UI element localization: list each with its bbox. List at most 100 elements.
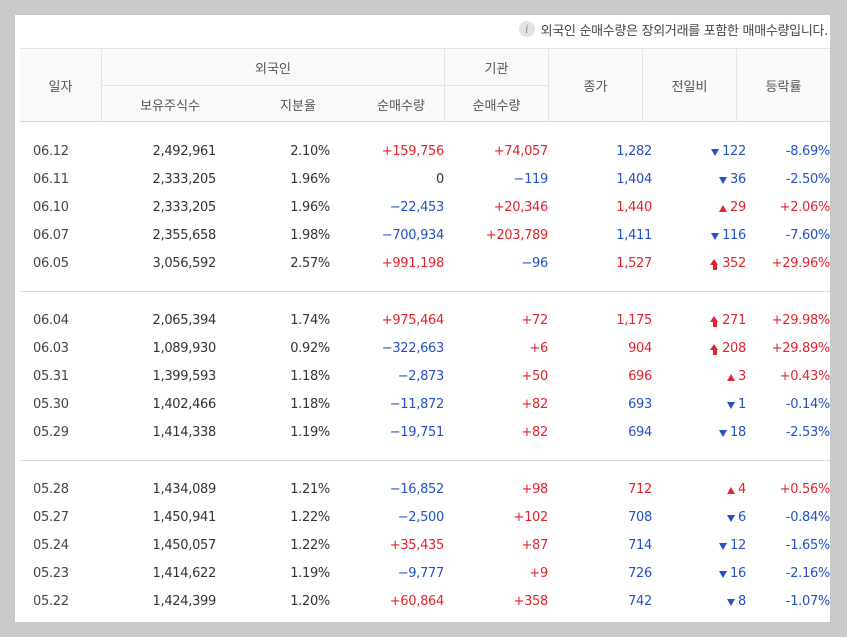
institution-net-cell: +74,057 bbox=[493, 144, 549, 159]
close-cell: 1,175 bbox=[616, 313, 652, 328]
rate-cell: -2.16% bbox=[785, 566, 830, 581]
change-cell: 1 bbox=[727, 391, 746, 419]
triangle-down-icon bbox=[711, 148, 720, 156]
institution-net-cell: −119 bbox=[513, 172, 548, 187]
foreign-net-cell: +991,198 bbox=[381, 256, 445, 271]
date-cell: 05.22 bbox=[33, 594, 69, 609]
date-cell: 06.10 bbox=[33, 200, 69, 215]
foreign-net-cell: −9,777 bbox=[397, 566, 445, 581]
close-cell: 693 bbox=[628, 397, 652, 412]
change-cell: 36 bbox=[719, 166, 746, 194]
holdings-cell: 2,333,205 bbox=[152, 172, 217, 187]
table-row: 06.10 2,333,205 1.96% −22,453 +20,346 1,440 +2… bbox=[20, 194, 830, 222]
change-value: 18 bbox=[730, 425, 746, 440]
date-cell: 06.04 bbox=[33, 313, 69, 328]
date-cell: 05.31 bbox=[33, 369, 69, 384]
header-close: 종가 bbox=[583, 80, 608, 95]
institution-net-cell: +102 bbox=[513, 510, 548, 525]
rate-cell: -1.65% bbox=[785, 538, 830, 553]
group-divider bbox=[20, 460, 830, 461]
table-row: 05.22 1,424,399 1.20% +60,864 +358 742 -1.07% 8 bbox=[20, 588, 830, 616]
table-row: 06.12 2,492,961 2.10% +159,756 +74,057 1,282 -… bbox=[20, 138, 830, 166]
header-holdings: 보유주식수 bbox=[140, 98, 200, 114]
close-cell: 712 bbox=[628, 482, 652, 497]
change-value: 3 bbox=[738, 369, 746, 384]
date-cell: 06.05 bbox=[33, 256, 69, 271]
close-cell: 1,527 bbox=[616, 256, 652, 271]
holdings-cell: 1,450,057 bbox=[152, 538, 217, 553]
ratio-cell: 1.96% bbox=[290, 200, 330, 215]
upper-limit-arrow-icon bbox=[710, 315, 719, 327]
rate-cell: +29.89% bbox=[771, 341, 830, 356]
change-cell: 12 bbox=[719, 532, 746, 560]
change-value: 116 bbox=[722, 228, 746, 243]
triangle-up-icon bbox=[727, 486, 736, 494]
triangle-up-icon bbox=[719, 204, 728, 212]
ratio-cell: 1.19% bbox=[290, 566, 330, 581]
triangle-down-icon bbox=[711, 232, 720, 240]
table-row: 05.23 1,414,622 1.19% −9,777 +9 726 -2.16% 16 bbox=[20, 560, 830, 588]
close-cell: 1,411 bbox=[616, 228, 652, 243]
date-cell: 05.23 bbox=[33, 566, 69, 581]
holdings-cell: 1,089,930 bbox=[152, 341, 217, 356]
table-header: 일자 외국인 기관 보유주식수 지분율 순매수량 순매수량 종가 전일비 등락률 bbox=[20, 48, 830, 122]
change-cell: 4 bbox=[727, 476, 746, 504]
change-cell: 352 bbox=[710, 250, 746, 278]
ratio-cell: 2.10% bbox=[290, 144, 330, 159]
close-cell: 714 bbox=[628, 538, 652, 553]
institution-net-cell: +358 bbox=[513, 594, 548, 609]
close-cell: 696 bbox=[628, 369, 652, 384]
institution-net-cell: +87 bbox=[521, 538, 548, 553]
institution-net-cell: +72 bbox=[521, 313, 548, 328]
rate-cell: +29.98% bbox=[771, 313, 830, 328]
table-row: 05.27 1,450,941 1.22% −2,500 +102 708 -0.84% 6 bbox=[20, 504, 830, 532]
change-cell: 3 bbox=[727, 363, 746, 391]
institution-net-cell: +50 bbox=[521, 369, 548, 384]
change-cell: 18 bbox=[719, 419, 746, 447]
group-divider bbox=[20, 291, 830, 292]
change-cell: 6 bbox=[727, 504, 746, 532]
close-cell: 694 bbox=[628, 425, 652, 440]
rate-cell: -7.60% bbox=[785, 228, 830, 243]
change-value: 12 bbox=[730, 538, 746, 553]
holdings-cell: 2,065,394 bbox=[152, 313, 217, 328]
table-row: 05.24 1,450,057 1.22% +35,435 +87 714 -1.65% 12 bbox=[20, 532, 830, 560]
table-row: 05.31 1,399,593 1.18% −2,873 +50 696 +0.43% 3 bbox=[20, 363, 830, 391]
institution-net-cell: +9 bbox=[529, 566, 548, 581]
close-cell: 726 bbox=[628, 566, 652, 581]
ratio-cell: 1.20% bbox=[290, 594, 330, 609]
notice-text: 외국인 순매수량은 장외거래를 포함한 매매수량입니다. bbox=[540, 23, 829, 39]
change-cell: 208 bbox=[710, 335, 746, 363]
header-change: 전일비 bbox=[671, 80, 708, 95]
ratio-cell: 1.98% bbox=[290, 228, 330, 243]
ratio-cell: 1.19% bbox=[290, 425, 330, 440]
date-cell: 06.03 bbox=[33, 341, 69, 356]
header-institution-net: 순매수량 bbox=[472, 98, 521, 114]
ratio-cell: 1.96% bbox=[290, 172, 330, 187]
header-foreign: 외국인 bbox=[255, 61, 291, 77]
date-cell: 05.27 bbox=[33, 510, 69, 525]
foreign-net-cell: +975,464 bbox=[381, 313, 445, 328]
change-cell: 116 bbox=[711, 222, 746, 250]
triangle-down-icon bbox=[719, 176, 728, 184]
institution-net-cell: +203,789 bbox=[485, 228, 549, 243]
change-value: 8 bbox=[738, 594, 746, 609]
change-value: 36 bbox=[730, 172, 746, 187]
close-cell: 1,440 bbox=[616, 200, 652, 215]
date-cell: 06.12 bbox=[33, 144, 69, 159]
date-cell: 05.24 bbox=[33, 538, 69, 553]
foreign-net-cell: −11,872 bbox=[389, 397, 445, 412]
header-ratio: 지분율 bbox=[280, 98, 316, 114]
upper-limit-arrow-icon bbox=[710, 258, 719, 270]
ratio-cell: 1.74% bbox=[290, 313, 330, 328]
holdings-cell: 1,399,593 bbox=[152, 369, 217, 384]
header-date: 일자 bbox=[48, 80, 73, 95]
holdings-cell: 1,424,399 bbox=[152, 594, 217, 609]
date-cell: 05.29 bbox=[33, 425, 69, 440]
table-row: 05.30 1,402,466 1.18% −11,872 +82 693 -0.14% 1 bbox=[20, 391, 830, 419]
date-cell: 05.28 bbox=[33, 482, 69, 497]
foreign-net-cell: +35,435 bbox=[389, 538, 445, 553]
foreign-net-cell: −700,934 bbox=[381, 228, 445, 243]
change-value: 4 bbox=[738, 482, 746, 497]
investor-trading-panel: i 외국인 순매수량은 장외거래를 포함한 매매수량입니다. 일자 외국인 기관… bbox=[15, 15, 830, 622]
